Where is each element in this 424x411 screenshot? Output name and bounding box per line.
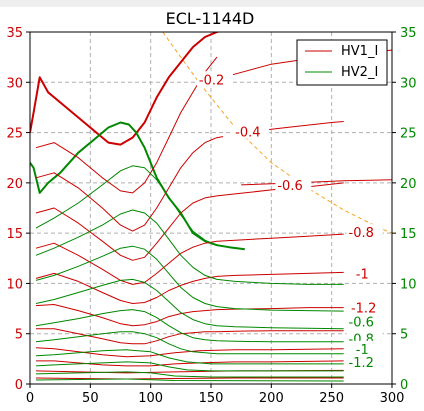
y-tick-label-right: 0	[400, 378, 408, 393]
x-tick-label: 150	[199, 391, 224, 406]
series-line-24	[35, 371, 344, 378]
series-line-22	[35, 349, 344, 365]
y-tick-label-right: 10	[400, 277, 417, 292]
y-tick-label-right: 35	[400, 26, 417, 41]
y-tick-label-left: 20	[6, 177, 23, 192]
x-tick-label: 100	[138, 391, 163, 406]
series-line-17	[35, 209, 344, 285]
legend-box	[296, 39, 388, 86]
series-line-14	[259, 121, 344, 132]
series-line-9	[35, 347, 344, 358]
x-tick-label: 50	[82, 391, 99, 406]
series-line-20	[35, 309, 344, 343]
x-tick-label: 200	[259, 391, 284, 406]
series-line-18	[35, 245, 344, 312]
y-tick-label-left: 35	[6, 26, 23, 41]
grid-layer	[30, 32, 392, 384]
series-line-16	[35, 165, 236, 249]
y-tick-label-right: 25	[400, 127, 417, 142]
series-line-5	[35, 233, 344, 285]
annotation-label: -0.8	[349, 226, 374, 241]
top-strip	[0, 0, 424, 7]
series-line-8	[36, 328, 344, 345]
y-tick-label-left: 25	[6, 127, 23, 142]
y-tick-label-right: 15	[400, 227, 417, 242]
series-line-6	[35, 271, 344, 304]
annotation-bg	[275, 176, 312, 192]
annotation-group: -0.8	[346, 224, 383, 241]
annotation-label: -0.4	[235, 126, 260, 141]
legend-label-hv1: HV1_I	[341, 44, 378, 59]
annotation-label: -1.2	[349, 356, 374, 371]
series-line-10	[36, 360, 344, 367]
series-line-23	[35, 361, 344, 372]
annotation-bg	[348, 299, 385, 315]
series-line-21	[35, 331, 344, 355]
annotation-group: -0.2	[196, 71, 233, 88]
annotation-group: -1.2	[348, 299, 385, 317]
annotation-group: -0.6	[275, 176, 312, 194]
x-tick-label: 0	[26, 391, 34, 406]
annotation-label: -0.2	[199, 73, 224, 88]
y-tick-label-left: 0	[15, 378, 23, 393]
annotation-group: -0.4	[233, 123, 270, 141]
y-tick-label-left: 30	[6, 76, 23, 91]
chart-title: ECL-1144D	[166, 9, 255, 28]
x-tick-label: 300	[380, 391, 405, 406]
legend: HV1_I HV2_I	[296, 39, 388, 86]
legend-label-hv2: HV2_I	[341, 65, 378, 80]
series-line-15	[241, 179, 392, 186]
annotation-bg	[353, 265, 374, 281]
annotation-bg	[346, 353, 383, 369]
annotation-label: -0.6	[277, 179, 302, 194]
annotation-bg	[196, 71, 233, 87]
series-line-19	[35, 278, 344, 330]
series-line-hv2-i	[30, 121, 245, 251]
y-tick-label-left: 5	[15, 328, 23, 343]
annotation-label: -1	[356, 267, 369, 282]
annotation-label: -1.2	[351, 302, 376, 317]
x-tick-label: 250	[319, 391, 344, 406]
series-line-4	[35, 182, 344, 261]
series-line-3	[35, 136, 224, 232]
annotation-group: -0.6	[346, 313, 383, 331]
y-tick-label-right: 20	[400, 177, 417, 192]
series-line-12	[35, 377, 344, 380]
annotation-label: -0.6	[349, 316, 374, 331]
annotation-bg	[346, 224, 383, 240]
series-line-25	[35, 378, 344, 382]
annotation-bg	[233, 123, 270, 139]
series-line-hv1-i	[30, 32, 221, 146]
annotation-group: -1.2	[346, 353, 383, 371]
y-tick-label-left: 15	[6, 227, 23, 242]
annotation-bg	[353, 340, 374, 356]
series-line-2	[35, 56, 218, 194]
y-tick-label-right: 5	[400, 328, 408, 343]
annotation-layer: -0.2-0.4-0.6-0.8-1-1.2-0.6-0.8-1-1.2	[196, 71, 385, 371]
annotation-bg	[346, 313, 383, 329]
y-tick-label-left: 10	[6, 277, 23, 292]
y-tick-label-right: 30	[400, 76, 417, 91]
annotation-group: -1	[353, 265, 374, 282]
